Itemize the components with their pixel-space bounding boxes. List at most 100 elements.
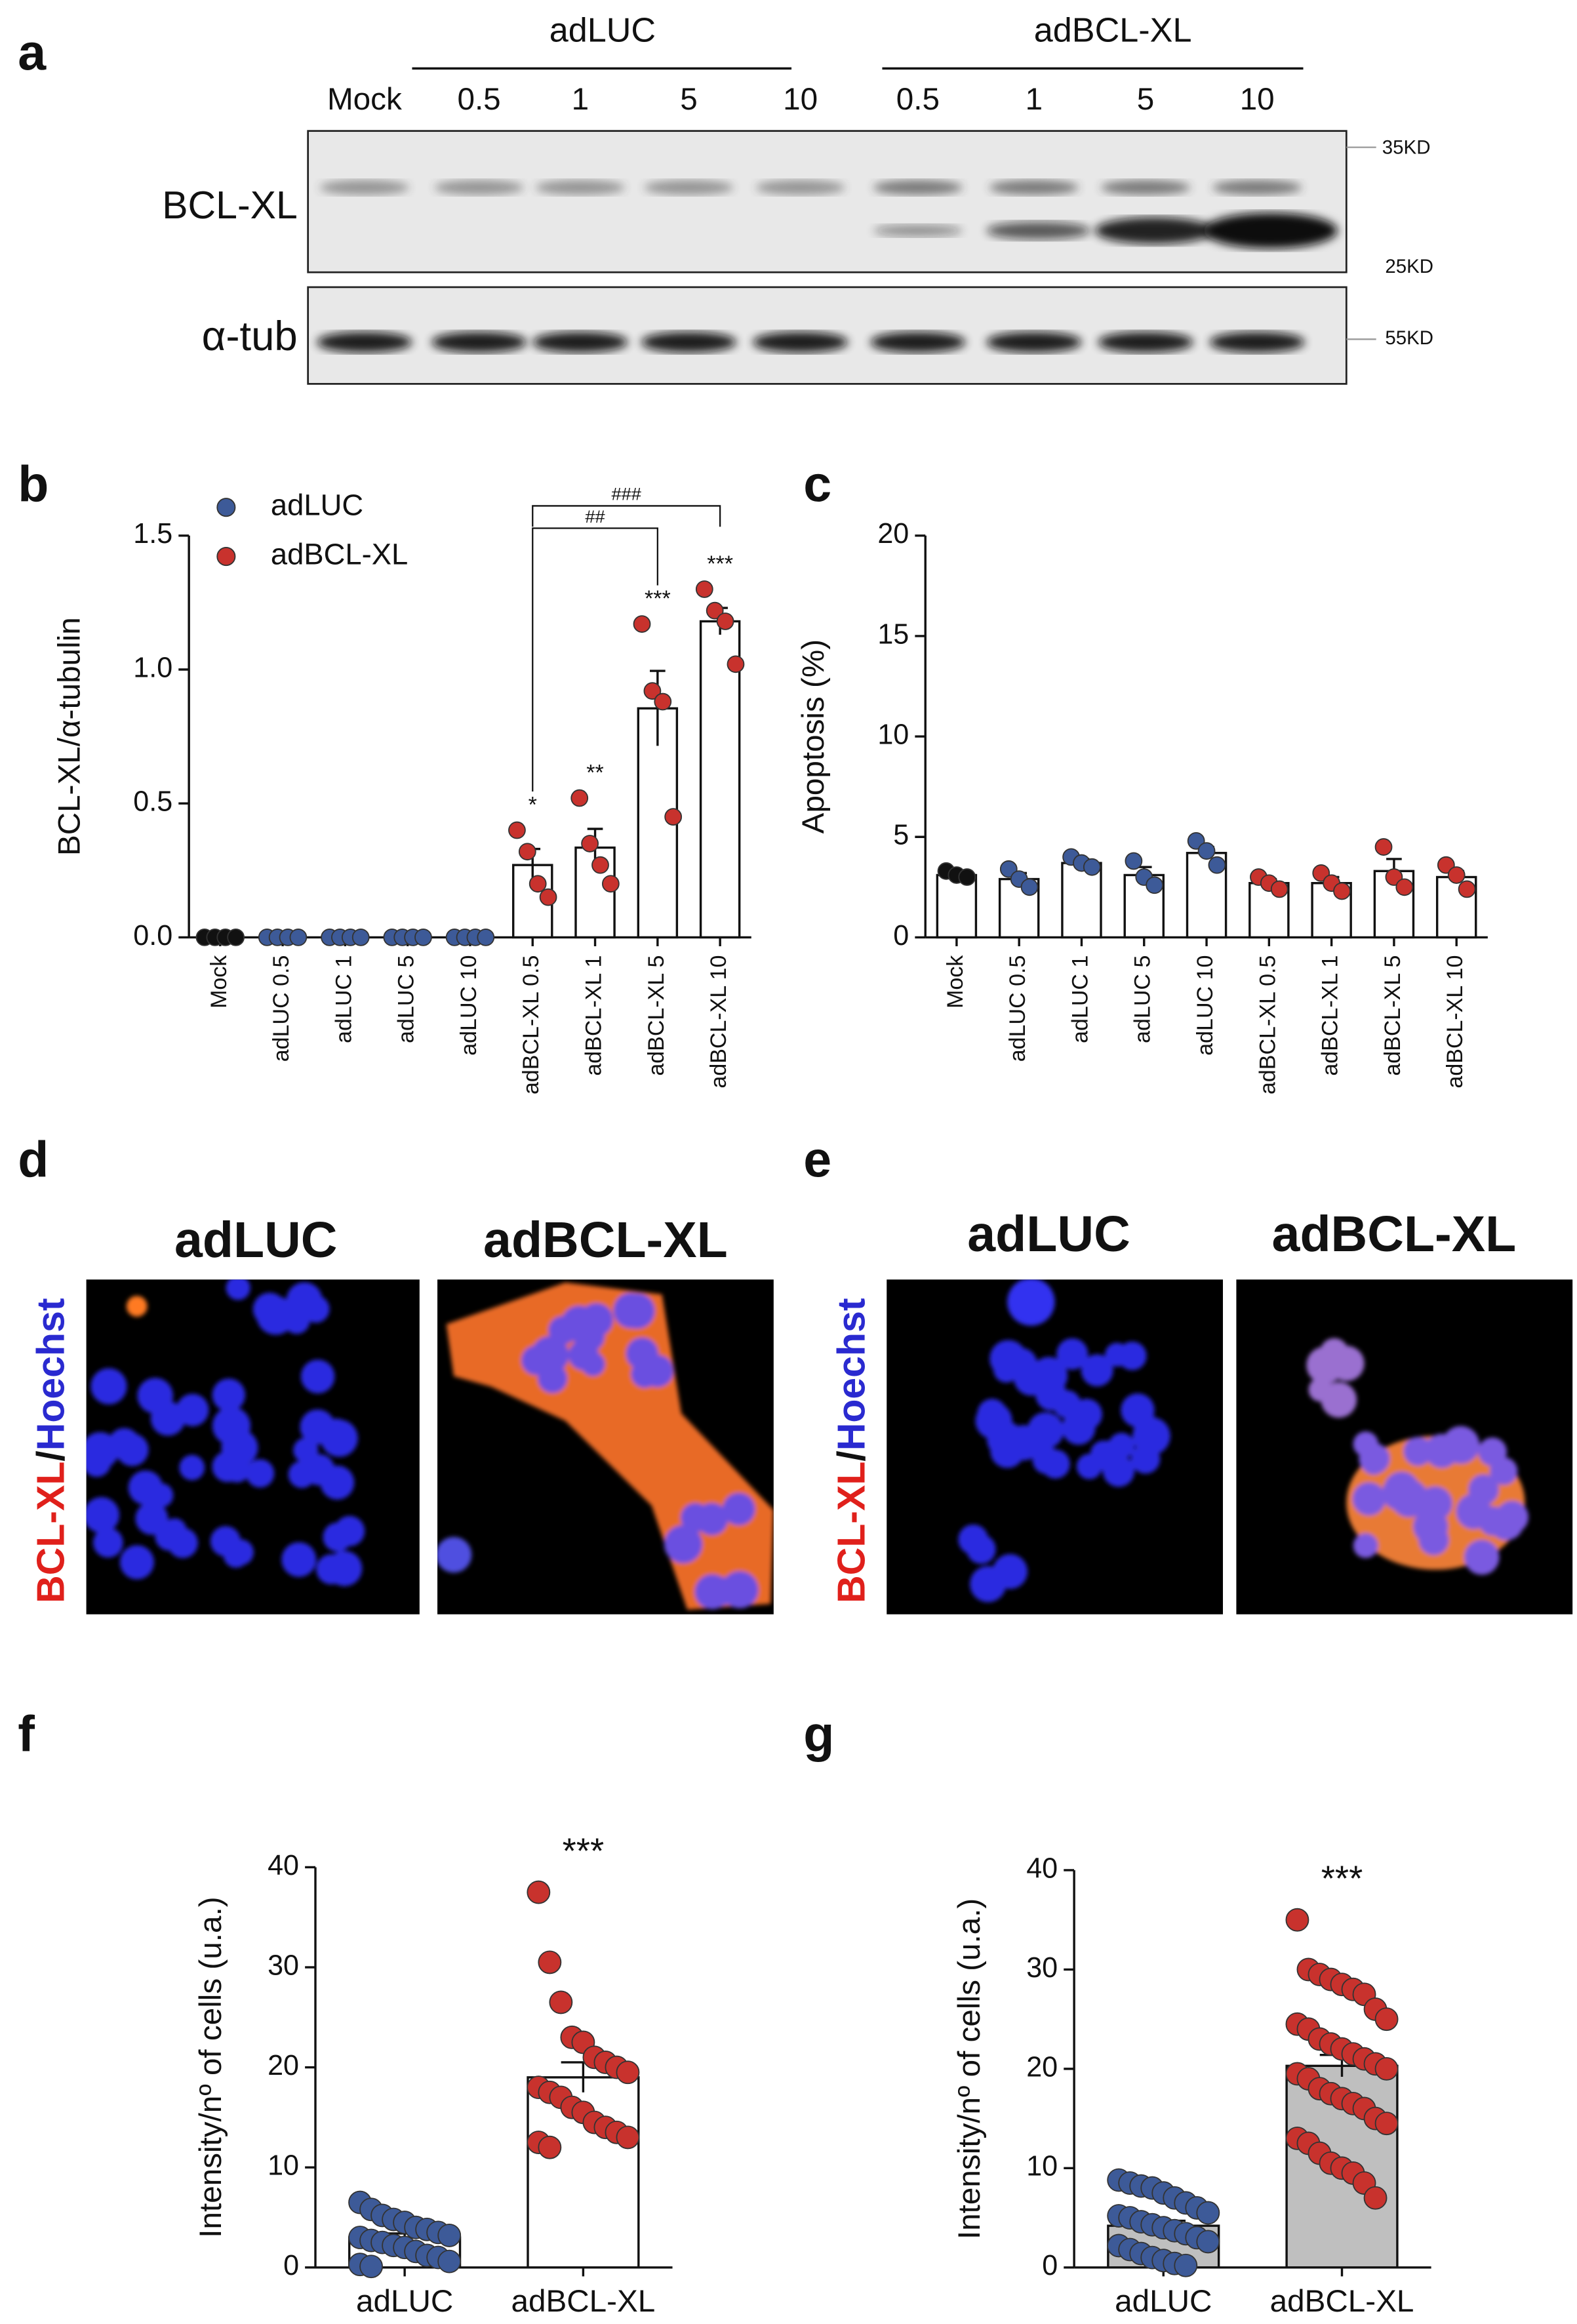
nucleus	[696, 1503, 729, 1536]
data-point	[1374, 838, 1393, 856]
micrograph-title: adBCL-XL	[1272, 1206, 1517, 1262]
band	[1203, 212, 1338, 249]
band	[873, 224, 963, 237]
data-point	[518, 843, 536, 861]
significance: **	[586, 761, 603, 786]
bracket	[532, 527, 658, 792]
x-tick-label: adLUC	[1115, 2284, 1212, 2319]
nucleus	[212, 1378, 245, 1412]
micrograph-content	[1306, 1338, 1528, 1575]
band	[1212, 180, 1302, 195]
lane-label: 10	[1240, 82, 1275, 117]
data-point	[616, 2060, 640, 2085]
data-point	[664, 808, 683, 826]
marker-label: 55KD	[1385, 327, 1433, 349]
marker-label: 35KD	[1382, 137, 1431, 159]
micrograph-content	[958, 1279, 1170, 1603]
group-label: adBCL-XL	[1034, 12, 1192, 50]
data-point	[477, 929, 495, 946]
panel-letter: e	[803, 1132, 831, 1188]
lane-label: 0.5	[896, 82, 940, 117]
band	[753, 331, 848, 353]
stain-sep: /	[29, 1451, 72, 1461]
data-point	[958, 868, 976, 886]
x-tick-label: adLUC 5	[1130, 955, 1155, 1043]
nucleus	[327, 1550, 363, 1586]
nucleus	[1076, 1453, 1102, 1479]
nucleus	[1105, 1342, 1129, 1367]
data-point	[706, 601, 724, 620]
band	[532, 331, 628, 353]
x-tick-label: adLUC 1	[331, 955, 356, 1043]
nucleus	[137, 1378, 173, 1414]
band	[1098, 331, 1193, 353]
y-axis-label: Intensity/nº of cells (u.a.)	[193, 1896, 228, 2237]
micrograph-title: adLUC	[174, 1212, 338, 1268]
nucleus	[581, 1352, 605, 1376]
nucleus	[1403, 1437, 1433, 1466]
x-tick-label: adBCL-XL 5	[1380, 955, 1405, 1076]
significance: ***	[645, 586, 671, 611]
significance: ***	[1321, 1858, 1363, 1898]
nucleus	[1464, 1540, 1500, 1575]
data-point	[289, 929, 308, 946]
panel-letter: f	[18, 1706, 35, 1762]
stain-label: BCL-XL/Hoechst	[29, 1298, 72, 1603]
band	[644, 180, 734, 195]
blot-row-label: BCL-XL	[162, 184, 298, 227]
y-tick-label: 1.5	[133, 518, 172, 550]
nucleus	[1352, 1482, 1386, 1515]
nucleus	[619, 1293, 655, 1329]
nucleus	[179, 1454, 205, 1481]
band	[755, 180, 845, 195]
nucleus	[246, 1459, 275, 1488]
nucleus	[302, 1295, 330, 1323]
x-tick-label: adLUC 10	[1193, 955, 1218, 1056]
blot-row-label: α-tub	[202, 313, 298, 359]
micrograph-title: adLUC	[967, 1206, 1130, 1262]
data-point	[1197, 842, 1216, 860]
nucleus	[167, 1527, 198, 1558]
data-point	[227, 929, 245, 946]
data-point	[1458, 880, 1476, 898]
nucleus	[86, 1497, 120, 1533]
x-tick-label: adBCL-XL 1	[1318, 955, 1343, 1076]
band	[641, 331, 737, 353]
data-point	[633, 615, 651, 633]
nucleus	[300, 1409, 336, 1445]
x-tick-label: adLUC 5	[394, 955, 419, 1043]
nucleus	[1032, 1446, 1061, 1474]
nucleus	[990, 1433, 1025, 1468]
y-tick-label: 0.0	[133, 920, 172, 952]
data-point	[1363, 2186, 1387, 2210]
data-point	[351, 929, 370, 946]
data-point	[549, 1990, 573, 2014]
x-tick-label: adLUC 1	[1068, 955, 1092, 1043]
data-point	[1374, 2112, 1399, 2136]
y-tick-label: 0	[1042, 2250, 1058, 2281]
data-point	[1208, 856, 1226, 874]
nucleus	[977, 1399, 1007, 1429]
data-point	[1083, 858, 1101, 876]
nucleus	[531, 1336, 569, 1374]
band	[431, 331, 527, 353]
lane-label: 10	[783, 82, 818, 117]
band	[870, 331, 966, 353]
nucleus	[1134, 1414, 1160, 1440]
nucleus	[119, 1545, 154, 1580]
nucleus	[252, 1292, 287, 1326]
x-tick-label: adBCL-XL 5	[644, 955, 669, 1076]
stain-blue: Hoechst	[829, 1298, 873, 1451]
band	[1209, 331, 1305, 353]
band	[989, 180, 1079, 195]
y-tick-label: 10	[1026, 2151, 1058, 2182]
nucleus	[1062, 1411, 1096, 1445]
bracket	[532, 505, 721, 527]
group-label: adLUC	[549, 12, 656, 50]
nucleus	[993, 1357, 1020, 1383]
y-tick-label: 40	[268, 1850, 299, 1881]
x-tick-label: adBCL-XL 0.5	[1255, 955, 1280, 1094]
nucleus	[281, 1542, 317, 1577]
legend-label: adBCL-XL	[271, 538, 408, 571]
